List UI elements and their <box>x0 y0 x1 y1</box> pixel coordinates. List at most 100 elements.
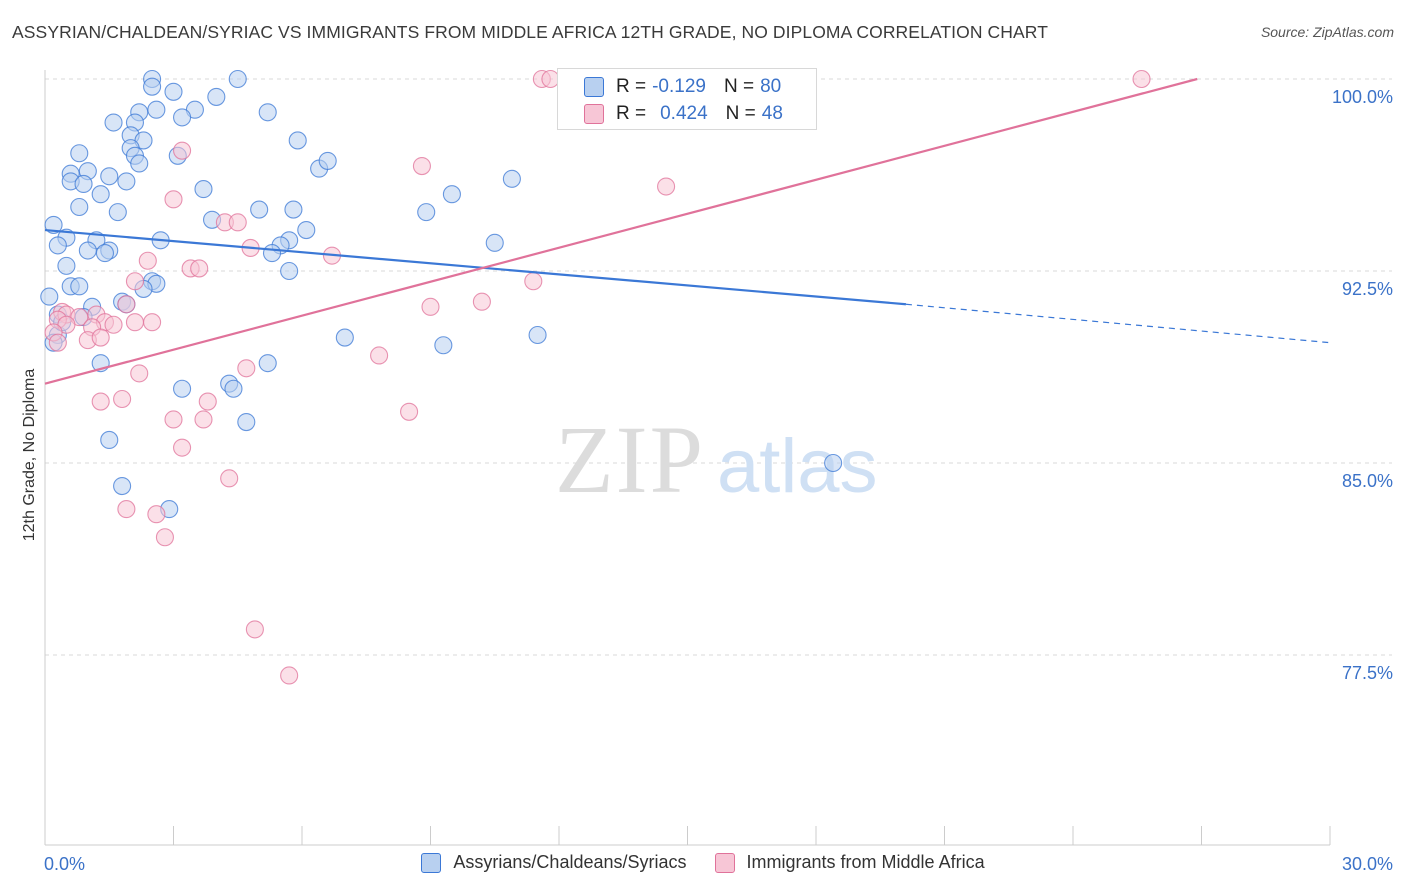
data-point-assyrians <box>44 215 63 234</box>
data-point-middle-africa <box>421 297 440 316</box>
legend-n-value: 48 <box>761 103 783 124</box>
y-tick-label: 85.0% <box>1342 471 1393 491</box>
data-point-assyrians <box>417 203 436 222</box>
data-point-assyrians <box>147 100 166 119</box>
data-point-middle-africa <box>228 213 247 232</box>
legend-n-label: N = <box>723 76 755 97</box>
data-point-assyrians <box>502 169 521 188</box>
data-point-assyrians <box>78 241 97 260</box>
legend-r-value: -0.129 <box>652 76 706 97</box>
data-point-middle-africa <box>130 364 149 383</box>
data-point-assyrians <box>104 113 123 132</box>
data-point-assyrians <box>258 354 277 373</box>
data-point-assyrians <box>70 277 89 296</box>
data-point-assyrians <box>284 200 303 219</box>
y-axis-title: 12th Grade, No Diploma <box>21 368 38 542</box>
legend-n-value: 80 <box>760 76 782 97</box>
data-point-assyrians <box>40 287 59 306</box>
data-point-middle-africa <box>138 251 157 270</box>
data-point-middle-africa <box>117 500 136 519</box>
legend-n-label: N = <box>725 103 756 124</box>
legend-r-value: 0.424 <box>660 103 708 124</box>
data-point-assyrians <box>100 167 119 186</box>
data-point-middle-africa <box>280 666 299 685</box>
data-point-assyrians <box>108 203 127 222</box>
data-point-assyrians <box>434 336 453 355</box>
data-point-assyrians <box>113 476 132 496</box>
data-point-assyrians <box>100 430 119 450</box>
data-point-assyrians <box>91 185 110 204</box>
x-tick-label: 0.0% <box>44 854 85 874</box>
data-point-assyrians <box>335 328 354 347</box>
series-legend-assyrians: Assyrians/Chaldeans/Syriacs <box>421 852 687 873</box>
data-point-assyrians <box>117 172 136 191</box>
data-point-middle-africa <box>370 346 389 365</box>
data-point-middle-africa <box>125 272 144 291</box>
trend-line-extension <box>905 303 1331 344</box>
source-label: Source: ZipAtlas.com <box>1260 24 1394 40</box>
trend-line-assyrians <box>44 228 907 306</box>
data-point-assyrians <box>70 197 89 217</box>
data-point-assyrians <box>280 261 299 281</box>
watermark-zip: ZIP <box>555 406 705 513</box>
data-point-middle-africa <box>220 469 239 488</box>
data-point-middle-africa <box>48 333 67 352</box>
data-point-middle-africa <box>190 259 209 278</box>
data-point-middle-africa <box>1132 69 1151 89</box>
data-point-middle-africa <box>198 392 217 411</box>
data-point-middle-africa <box>524 272 543 291</box>
data-point-middle-africa <box>113 389 132 409</box>
legend-swatch-blue <box>584 77 604 97</box>
series-legend-label: Immigrants from Middle Africa <box>746 852 985 872</box>
trend-line-middle-africa <box>44 77 1198 385</box>
data-point-middle-africa <box>194 410 213 429</box>
data-point-middle-africa <box>125 313 144 332</box>
legend-row-middle-africa: R = 0.424 N = 48 <box>584 101 783 127</box>
data-point-assyrians <box>262 244 282 263</box>
data-point-assyrians <box>143 77 162 96</box>
data-point-assyrians <box>173 108 192 127</box>
data-point-assyrians <box>485 233 504 252</box>
data-point-assyrians <box>95 244 115 263</box>
data-point-middle-africa <box>237 359 256 378</box>
legend-r-label: R = <box>616 76 647 97</box>
data-point-assyrians <box>48 236 67 255</box>
data-point-middle-africa <box>400 402 419 421</box>
data-point-assyrians <box>194 180 213 199</box>
y-tick-label: 100.0% <box>1332 87 1393 107</box>
data-point-assyrians <box>250 200 269 219</box>
data-point-middle-africa <box>245 620 264 639</box>
legend-swatch-pink <box>584 104 604 124</box>
data-point-assyrians <box>824 453 843 473</box>
data-point-assyrians <box>318 151 337 170</box>
y-tick-label: 77.5% <box>1342 663 1393 683</box>
data-point-assyrians <box>442 185 461 204</box>
series-swatch-pink <box>714 852 735 873</box>
data-point-middle-africa <box>164 190 183 209</box>
data-point-assyrians <box>297 220 316 240</box>
data-point-assyrians <box>528 325 547 345</box>
data-point-assyrians <box>207 87 226 106</box>
x-tick-label: 30.0% <box>1342 854 1393 874</box>
data-point-assyrians <box>70 144 89 163</box>
data-point-assyrians <box>74 174 93 194</box>
data-point-assyrians <box>237 412 256 432</box>
data-point-middle-africa <box>155 528 174 547</box>
data-point-assyrians <box>173 379 192 398</box>
data-point-middle-africa <box>472 292 491 311</box>
data-point-middle-africa <box>91 328 110 347</box>
data-point-middle-africa <box>143 313 162 332</box>
data-point-assyrians <box>228 69 247 89</box>
data-point-middle-africa <box>412 156 431 176</box>
chart-title: ASSYRIAN/CHALDEAN/SYRIAC VS IMMIGRANTS F… <box>12 22 1048 42</box>
legend-r-label: R = <box>616 103 647 124</box>
data-point-middle-africa <box>164 410 183 429</box>
legend-row-assyrians: R = -0.129 N = 80 <box>584 74 781 100</box>
data-point-middle-africa <box>104 315 123 334</box>
data-point-middle-africa <box>147 505 166 524</box>
data-point-assyrians <box>224 379 243 398</box>
series-swatch-blue <box>421 852 442 873</box>
watermark-atlas: atlas <box>717 424 878 509</box>
data-point-assyrians <box>57 256 76 275</box>
